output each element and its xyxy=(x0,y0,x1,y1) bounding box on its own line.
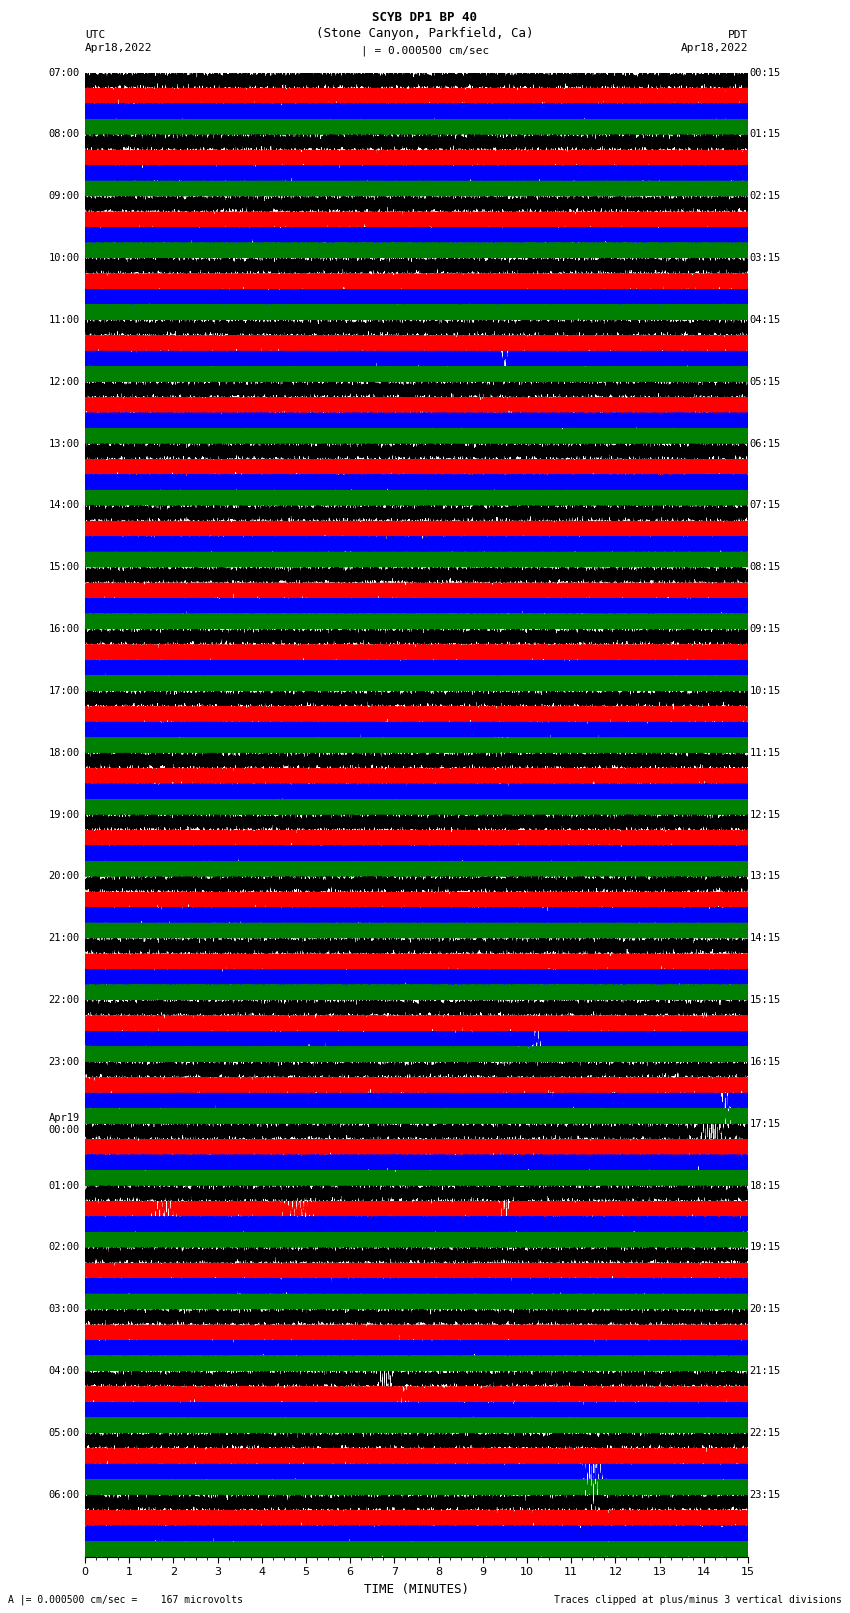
Text: 11:15: 11:15 xyxy=(750,748,780,758)
Text: 02:15: 02:15 xyxy=(750,192,780,202)
Text: 22:15: 22:15 xyxy=(750,1428,780,1437)
Text: 21:00: 21:00 xyxy=(48,934,80,944)
X-axis label: TIME (MINUTES): TIME (MINUTES) xyxy=(364,1582,469,1595)
Text: 10:15: 10:15 xyxy=(750,686,780,695)
Text: 23:15: 23:15 xyxy=(750,1490,780,1500)
Text: PDT: PDT xyxy=(728,31,748,40)
Text: 13:00: 13:00 xyxy=(48,439,80,448)
Text: 21:15: 21:15 xyxy=(750,1366,780,1376)
Text: Apr19
00:00: Apr19 00:00 xyxy=(48,1113,80,1134)
Text: 20:15: 20:15 xyxy=(750,1305,780,1315)
Text: 05:00: 05:00 xyxy=(48,1428,80,1437)
Text: 00:15: 00:15 xyxy=(750,68,780,77)
Text: 13:15: 13:15 xyxy=(750,871,780,881)
Text: 02:00: 02:00 xyxy=(48,1242,80,1252)
Text: 04:00: 04:00 xyxy=(48,1366,80,1376)
Text: 22:00: 22:00 xyxy=(48,995,80,1005)
Text: Apr18,2022: Apr18,2022 xyxy=(85,44,152,53)
Text: 16:00: 16:00 xyxy=(48,624,80,634)
Text: Traces clipped at plus/minus 3 vertical divisions: Traces clipped at plus/minus 3 vertical … xyxy=(553,1595,842,1605)
Text: 06:15: 06:15 xyxy=(750,439,780,448)
Text: 15:00: 15:00 xyxy=(48,563,80,573)
Text: 09:15: 09:15 xyxy=(750,624,780,634)
Text: 19:00: 19:00 xyxy=(48,810,80,819)
Text: 06:00: 06:00 xyxy=(48,1490,80,1500)
Text: 17:15: 17:15 xyxy=(750,1119,780,1129)
Text: 08:00: 08:00 xyxy=(48,129,80,139)
Text: 19:15: 19:15 xyxy=(750,1242,780,1252)
Text: UTC: UTC xyxy=(85,31,105,40)
Text: 01:15: 01:15 xyxy=(750,129,780,139)
Text: 18:00: 18:00 xyxy=(48,748,80,758)
Text: | = 0.000500 cm/sec: | = 0.000500 cm/sec xyxy=(361,45,489,56)
Text: 09:00: 09:00 xyxy=(48,192,80,202)
Text: 15:15: 15:15 xyxy=(750,995,780,1005)
Text: 12:15: 12:15 xyxy=(750,810,780,819)
Text: 17:00: 17:00 xyxy=(48,686,80,695)
Text: 12:00: 12:00 xyxy=(48,377,80,387)
Text: 10:00: 10:00 xyxy=(48,253,80,263)
Text: 03:00: 03:00 xyxy=(48,1305,80,1315)
Text: 04:15: 04:15 xyxy=(750,315,780,324)
Text: 23:00: 23:00 xyxy=(48,1057,80,1066)
Text: 05:15: 05:15 xyxy=(750,377,780,387)
Text: 14:15: 14:15 xyxy=(750,934,780,944)
Text: 01:00: 01:00 xyxy=(48,1181,80,1190)
Text: 07:00: 07:00 xyxy=(48,68,80,77)
Text: Apr18,2022: Apr18,2022 xyxy=(681,44,748,53)
Text: 20:00: 20:00 xyxy=(48,871,80,881)
Text: 16:15: 16:15 xyxy=(750,1057,780,1066)
Text: 07:15: 07:15 xyxy=(750,500,780,510)
Text: 11:00: 11:00 xyxy=(48,315,80,324)
Text: 14:00: 14:00 xyxy=(48,500,80,510)
Text: 08:15: 08:15 xyxy=(750,563,780,573)
Text: A |= 0.000500 cm/sec =    167 microvolts: A |= 0.000500 cm/sec = 167 microvolts xyxy=(8,1594,243,1605)
Text: SCYB DP1 BP 40: SCYB DP1 BP 40 xyxy=(372,11,478,24)
Text: 18:15: 18:15 xyxy=(750,1181,780,1190)
Text: 03:15: 03:15 xyxy=(750,253,780,263)
Text: (Stone Canyon, Parkfield, Ca): (Stone Canyon, Parkfield, Ca) xyxy=(316,27,534,40)
